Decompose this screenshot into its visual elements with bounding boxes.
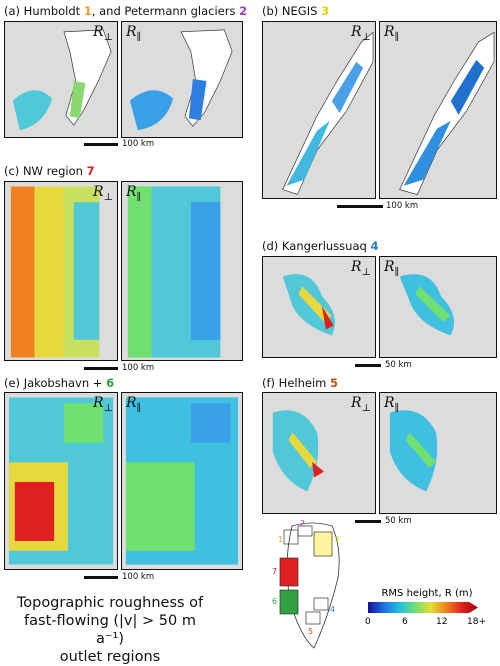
scale-label-e: 100 km <box>122 572 155 582</box>
r-par-label: R∥ <box>384 259 400 278</box>
colorbar-tick-0: 0 <box>365 617 371 627</box>
scale-label-a: 100 km <box>122 139 155 149</box>
scale-label-b: 100 km <box>386 201 419 211</box>
scale-bar-c <box>84 367 118 370</box>
panel-b-title: (b) NEGIS 3 <box>262 4 330 18</box>
inset-number-1: 1 <box>278 535 283 544</box>
r-perp-label: R⊥ <box>93 184 113 203</box>
inset-number-2: 2 <box>300 519 305 528</box>
scale-label-c: 100 km <box>122 363 155 373</box>
panel-c-title: (c) NW region 7 <box>4 164 95 178</box>
r-perp-label: R⊥ <box>351 24 371 43</box>
map-f-perp: R⊥ <box>262 392 376 514</box>
r-par-label: R∥ <box>126 24 142 43</box>
scale-bar-b <box>337 205 383 208</box>
scale-bar-d <box>355 364 381 367</box>
r-perp-label: R⊥ <box>351 259 371 278</box>
panel-f-title: (f) Helheim 5 <box>262 376 339 390</box>
r-par-label: R∥ <box>126 184 142 203</box>
map-a-perp: R⊥ <box>4 21 118 138</box>
map-c-perp: R⊥ <box>4 181 118 361</box>
colorbar-title: RMS height, R (m) <box>381 588 473 599</box>
map-e-perp: R⊥ <box>4 392 118 570</box>
r-par-label: R∥ <box>384 395 400 414</box>
inset-number-5: 5 <box>308 627 313 636</box>
inset-number-4: 4 <box>330 605 335 614</box>
r-perp-label: R⊥ <box>93 395 113 414</box>
inset-number-7: 7 <box>272 567 277 576</box>
map-e-par: R∥ <box>121 392 243 570</box>
map-d-par: R∥ <box>379 256 497 358</box>
inset-number-3: 3 <box>334 535 339 544</box>
panel-e-title: (e) Jakobshavn + 6 <box>4 376 115 390</box>
scale-bar-e <box>84 576 118 579</box>
r-par-label: R∥ <box>126 395 142 414</box>
r-perp-label: R⊥ <box>93 24 113 43</box>
r-perp-label: R⊥ <box>351 395 371 414</box>
map-b-par: R∥ <box>379 21 497 199</box>
colorbar <box>368 602 478 613</box>
map-c-par: R∥ <box>121 181 243 361</box>
colorbar-tick-12: 12 <box>436 617 448 627</box>
figure-caption: Topographic roughness of fast-flowing (|… <box>16 595 204 665</box>
map-b-perp: R⊥ <box>262 21 376 199</box>
scale-bar-f <box>355 520 381 523</box>
map-a-par: R∥ <box>121 21 243 138</box>
map-f-par: R∥ <box>379 392 497 514</box>
panel-d-title: (d) Kangerlussuaq 4 <box>262 239 379 253</box>
panel-a-title: (a) Humboldt 1, and Petermann glaciers 2 <box>4 4 248 18</box>
scale-label-f: 50 km <box>385 516 412 526</box>
inset-number-6: 6 <box>272 597 277 606</box>
scale-label-d: 50 km <box>385 360 412 370</box>
colorbar-tick-6: 6 <box>402 617 408 627</box>
map-d-perp: R⊥ <box>262 256 376 358</box>
colorbar-tick-18: 18+ <box>467 617 486 627</box>
greenland-inset-map: 1 2 3 4 5 6 7 <box>272 519 340 649</box>
r-par-label: R∥ <box>384 24 400 43</box>
scale-bar-a <box>84 143 118 146</box>
